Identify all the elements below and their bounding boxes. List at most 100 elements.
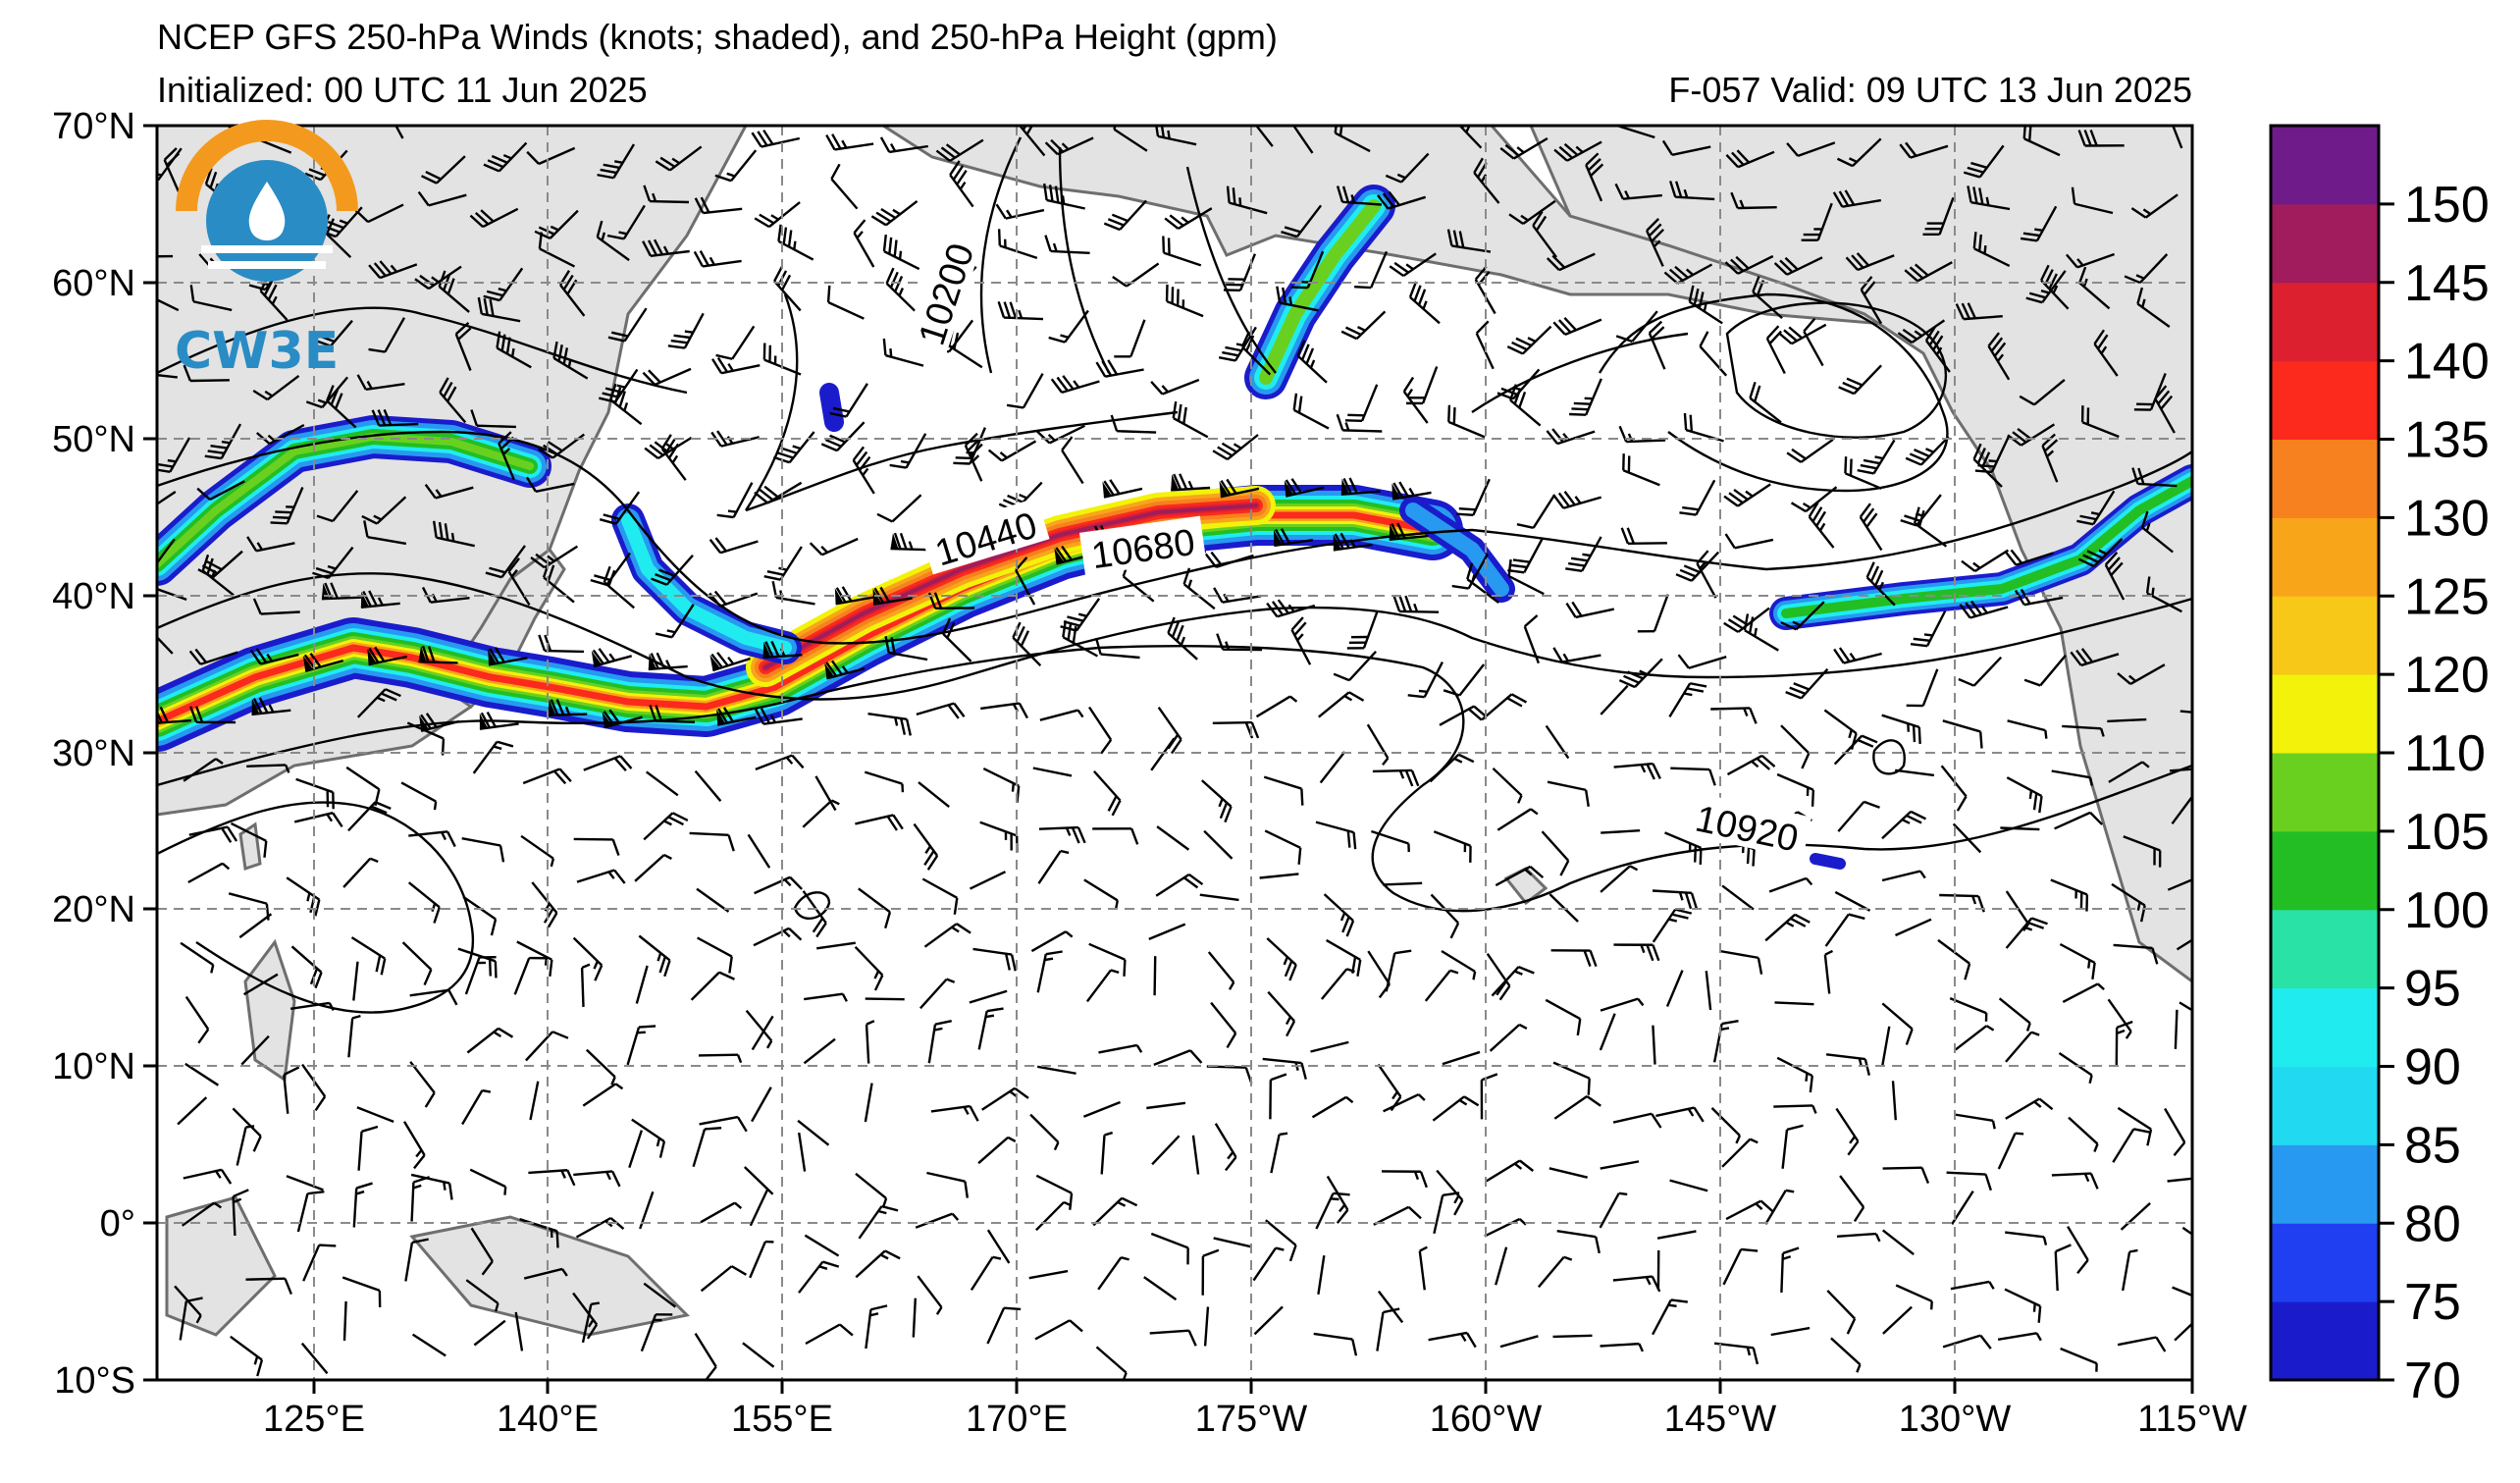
wind-barb [1961, 549, 2010, 572]
wind-barb [1803, 317, 1824, 367]
jet-kam [819, 383, 844, 432]
height-contour [745, 293, 799, 511]
wind-barb [2007, 423, 2056, 447]
wind-barb [1506, 325, 1552, 355]
wind-barb [1613, 943, 1660, 962]
wind-barb [1897, 319, 1946, 344]
wind-barb [1600, 865, 1639, 893]
wind-barb [1094, 637, 1140, 660]
wind-barb [576, 869, 626, 884]
wind-barb [1039, 709, 1084, 721]
wind-barb [1296, 340, 1328, 384]
wind-barb [485, 545, 526, 579]
wind-barb [1255, 695, 1298, 718]
colorbar-label: 145 [2404, 255, 2490, 312]
colorbar-segment [2271, 439, 2379, 518]
wind-barb [1150, 737, 1176, 771]
colorbar-segment [2271, 203, 2379, 284]
land-new-guinea [409, 1215, 691, 1337]
wind-barb [232, 1107, 262, 1152]
wind-barb [496, 331, 532, 369]
wind-barb [829, 383, 868, 418]
wind-barb [312, 546, 354, 580]
wind-barb [558, 270, 586, 317]
wind-barb [970, 1255, 1002, 1292]
wind-barb [798, 1132, 807, 1172]
wind-barb [1165, 284, 1204, 318]
wind-barb [870, 199, 919, 227]
wind-barb [1952, 822, 1982, 854]
colorbar-segment [2271, 1066, 2379, 1145]
wind-barb [1191, 1135, 1200, 1175]
colorbar-segment [2271, 987, 2379, 1067]
wind-barb [1155, 873, 1204, 897]
wind-barb [1310, 1040, 1349, 1053]
wind-barb [1405, 366, 1439, 405]
wind-barb [1835, 1107, 1860, 1156]
height-contour [1185, 166, 1277, 374]
wind-barb [356, 374, 405, 392]
wind-barb [1620, 527, 1667, 545]
wind-barb [1614, 183, 1662, 200]
wind-barb [290, 945, 323, 989]
wind-barb [1095, 359, 1144, 378]
wind-barb [2071, 186, 2114, 215]
wind-barb [585, 1048, 616, 1086]
wind-barb [763, 546, 803, 581]
wind-barb [995, 203, 1045, 220]
wind-barb [1963, 144, 2005, 179]
wind-barb [1786, 141, 1836, 158]
wind-barb [755, 754, 805, 771]
wind-barb [188, 648, 238, 665]
lon-label: 140°E [497, 1399, 599, 1440]
height-contour [745, 410, 1179, 512]
wind-barb [1837, 800, 1880, 832]
wind-barb [1317, 1255, 1326, 1295]
height-contour [1598, 292, 1949, 493]
wind-barb [1150, 1232, 1189, 1265]
wind-barb [631, 1118, 666, 1158]
wind-barb [690, 971, 736, 1001]
wind-barb [853, 219, 875, 268]
jet-alaska-cst [1399, 497, 1515, 603]
wind-barb [360, 590, 400, 609]
wind-barb [1172, 400, 1209, 439]
wind-barb [743, 1166, 774, 1195]
wind-barb [2022, 126, 2061, 157]
wind-barb [246, 764, 290, 773]
wind-barb [921, 877, 959, 915]
jet-hi [1810, 853, 1846, 870]
wind-barb [469, 1168, 507, 1195]
wind-barb [1266, 937, 1297, 981]
wind-barb [157, 624, 174, 655]
wind-barb [1383, 881, 1423, 886]
wind-barb [573, 1170, 621, 1188]
wind-barb [825, 133, 874, 151]
wind-barb [1710, 1107, 1742, 1144]
wind-barb [2051, 769, 2093, 786]
wind-barb [1150, 378, 1200, 396]
wind-barb [1546, 252, 1596, 272]
wind-barb [2117, 663, 2166, 686]
wind-barb [1764, 913, 1811, 942]
wind-barb [409, 988, 458, 1006]
wind-barb [802, 890, 827, 938]
wind-barb [916, 702, 966, 719]
wind-barb [2023, 655, 2067, 687]
wind-barb [1219, 478, 1260, 499]
wind-barb [1333, 532, 1373, 552]
wind-barb [809, 537, 859, 556]
wind-barb [1826, 1290, 1857, 1335]
wind-barb [858, 1204, 899, 1240]
colorbar-segment [2271, 1144, 2379, 1224]
wind-barb [1088, 706, 1113, 755]
wind-barb [2172, 1286, 2192, 1303]
wind-barb [583, 755, 633, 771]
wind-barb [1035, 1200, 1073, 1232]
wind-barb [1323, 893, 1355, 937]
wind-barb [1556, 1230, 1601, 1254]
wind-barb [1972, 232, 2011, 267]
wind-barb [1881, 870, 1926, 882]
colorbar-segment [2271, 360, 2379, 440]
